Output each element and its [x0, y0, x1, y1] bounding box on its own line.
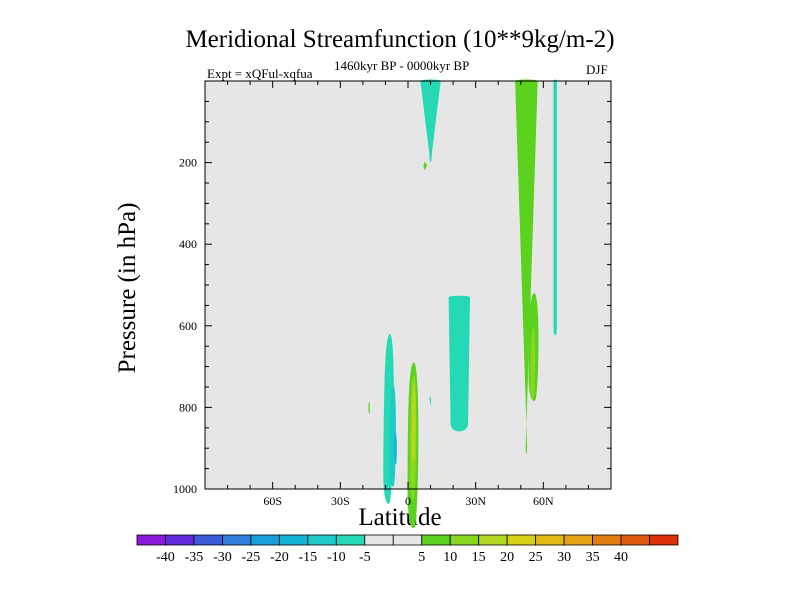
colorbar-swatch — [250, 534, 280, 546]
south-ne-green-blob — [368, 401, 370, 414]
colorbar-label: 15 — [472, 550, 486, 565]
y-tick-label: 400 — [179, 237, 197, 251]
north-thin-cyan-line — [553, 79, 557, 336]
colorbar-swatch — [392, 534, 423, 546]
colorbar-label: -15 — [299, 550, 318, 565]
colorbar-swatch — [307, 534, 337, 546]
colorbar-label: -20 — [270, 550, 289, 565]
colorbar-swatch — [136, 534, 166, 546]
period-subtitle: 1460kyr BP - 0000kyr BP — [334, 58, 470, 73]
colorbar-label: 5 — [418, 550, 425, 565]
colorbar-swatch — [421, 534, 451, 546]
s-low-deep-blue-cell — [394, 432, 397, 464]
colorbar-swatch — [222, 534, 252, 546]
colorbar-label: 30 — [557, 550, 571, 565]
x-tick-label: 60N — [533, 494, 554, 508]
plot-area — [205, 79, 611, 529]
y-tick-label: 600 — [179, 319, 197, 333]
colorbar-label: -40 — [156, 550, 175, 565]
mid-north-cyan-tongue — [455, 296, 469, 381]
x-tick-label: 0 — [405, 494, 411, 508]
colorbar-swatch — [278, 534, 309, 546]
plot-background — [205, 81, 611, 489]
experiment-label: Expt = xQFul-xqfua — [207, 66, 313, 81]
colorbar-swatch — [535, 534, 565, 546]
colorbar-swatch — [449, 534, 480, 546]
x-tick-label: 30N — [465, 494, 486, 508]
x-tick-label: 30S — [331, 494, 350, 508]
colorbar-swatch — [649, 534, 679, 546]
colorbar-label: 40 — [614, 550, 628, 565]
colorbar-swatch — [506, 534, 537, 546]
colorbar-swatch — [563, 534, 593, 546]
north-upper-cyan-cell — [420, 79, 441, 163]
colorbar-label: 20 — [500, 550, 514, 565]
colorbar-label: 35 — [586, 550, 600, 565]
colorbar-label: -35 — [185, 550, 204, 565]
equator-small-cyan-spot — [429, 395, 432, 408]
s-low-blue-cell — [389, 385, 396, 487]
equator-yellow-core — [411, 384, 416, 463]
axes: 200 400 600 800 1000 60S 30S 0 30N 60N — [173, 80, 612, 508]
season-label: DJF — [586, 62, 608, 77]
colorbar-label: -10 — [327, 550, 346, 565]
x-axis-label: Latitude — [358, 504, 442, 531]
colorbar: -40 -35 -30 -25 -20 -15 -10 -5 5 10 15 20 25 30 35 40 — [136, 534, 679, 565]
colorbar-swatch — [478, 534, 508, 546]
colorbar-label: 10 — [443, 550, 457, 565]
colorbar-swatch — [165, 534, 195, 546]
colorbar-swatch — [364, 534, 394, 546]
y-tick-label: 800 — [179, 400, 197, 414]
colorbar-swatch — [592, 534, 622, 546]
y-tick-label: 1000 — [173, 482, 197, 496]
colorbar-label: 25 — [529, 550, 543, 565]
equator-top-green-spot — [423, 161, 428, 171]
chart-title: Meridional Streamfunction (10**9kg/m-2) — [185, 26, 615, 53]
colorbar-label: -5 — [359, 550, 371, 565]
y-tick-label: 200 — [179, 156, 197, 170]
n-ne-green-tongue-right — [530, 327, 536, 399]
colorbar-label: -25 — [242, 550, 261, 565]
colorbar-swatch — [335, 534, 366, 546]
colorbar-swatch — [620, 534, 650, 546]
north-mid-green-cell — [515, 79, 538, 454]
colorbar-label: -30 — [213, 550, 232, 565]
x-tick-label: 60S — [263, 494, 282, 508]
colorbar-swatch — [193, 534, 223, 546]
